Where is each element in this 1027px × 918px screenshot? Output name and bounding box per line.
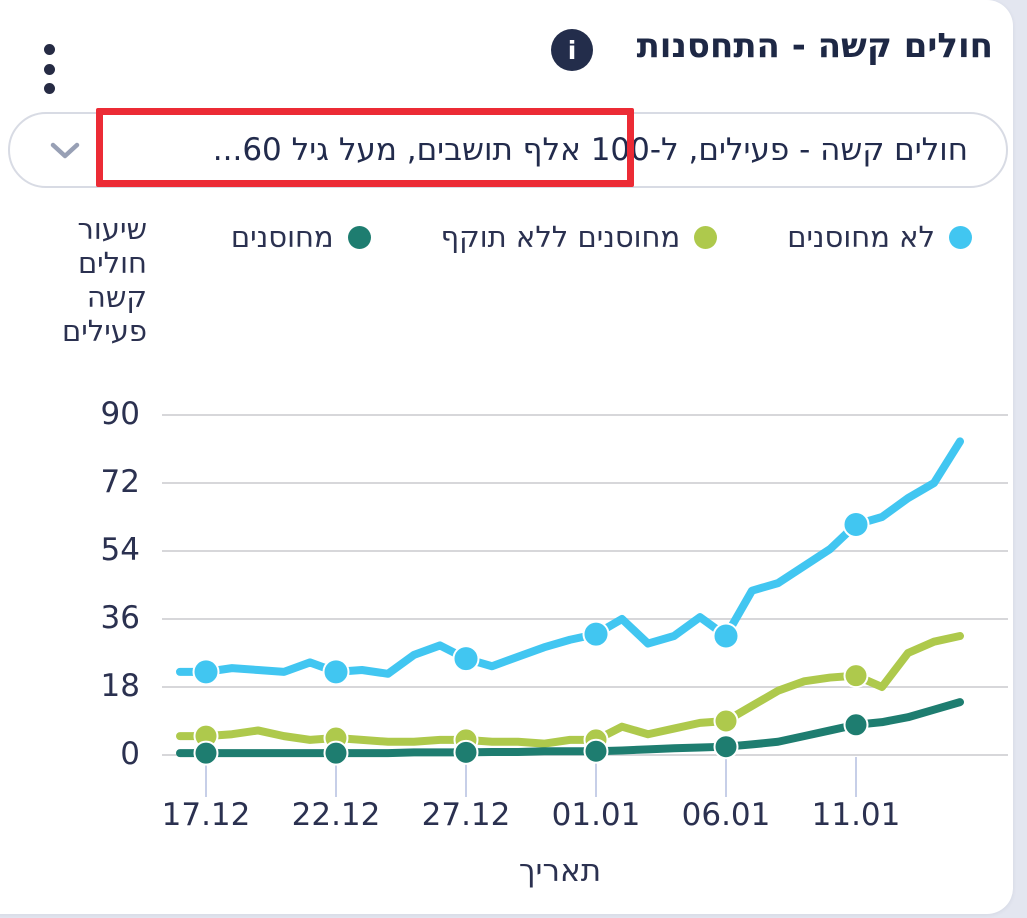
more-options-button[interactable] xyxy=(38,44,60,94)
y-tick-label: 54 xyxy=(100,532,140,568)
x-tick-label: 17.12 xyxy=(161,797,251,833)
x-tick-label: 01.01 xyxy=(551,797,641,833)
marker-vaccinated[interactable] xyxy=(193,740,219,766)
y-tick-label: 18 xyxy=(100,668,140,704)
metric-select-value: חולים קשה - פעילים, ל-100 אלף תושבים, מע… xyxy=(212,132,968,168)
marker-unvaccinated[interactable] xyxy=(842,511,870,539)
info-icon[interactable]: i xyxy=(551,29,593,71)
x-tick-label: 22.12 xyxy=(291,797,381,833)
legend-label: מחוסנים xyxy=(230,220,334,254)
marker-unvaccinated[interactable] xyxy=(712,622,740,650)
marker-vaccinated[interactable] xyxy=(713,734,739,760)
kebab-dot-icon xyxy=(43,44,55,55)
marker-unvaccinated[interactable] xyxy=(452,645,480,673)
marker-vaccinated-expired[interactable] xyxy=(843,663,869,689)
legend-dot-icon xyxy=(694,225,718,249)
marker-vaccinated[interactable] xyxy=(843,712,869,738)
x-tick-label: 06.01 xyxy=(681,797,771,833)
legend-dot-icon xyxy=(949,225,972,249)
x-tick-label: 11.01 xyxy=(811,797,901,833)
kebab-dot-icon xyxy=(43,83,55,94)
legend-item-vaccinated-expired[interactable]: מחוסנים ללא תוקף xyxy=(441,220,718,254)
marker-unvaccinated[interactable] xyxy=(582,620,610,648)
legend-item-vaccinated[interactable]: מחוסנים xyxy=(231,220,371,254)
annotation-red-rectangle xyxy=(96,108,634,187)
marker-vaccinated-expired[interactable] xyxy=(713,708,739,734)
marker-vaccinated[interactable] xyxy=(583,738,609,764)
x-axis-title: תאריך xyxy=(518,853,602,889)
page-title: חולים קשה - התחסנות xyxy=(636,26,993,66)
y-tick-label: 0 xyxy=(120,736,140,772)
legend-item-unvaccinated[interactable]: לא מחוסנים xyxy=(787,220,972,254)
metric-select-dropdown[interactable]: חולים קשה - פעילים, ל-100 אלף תושבים, מע… xyxy=(8,112,1008,188)
chart-legend: לא מחוסנים מחוסנים ללא תוקף מחוסנים xyxy=(231,220,972,254)
legend-dot-icon xyxy=(347,225,371,249)
chevron-down-icon xyxy=(50,142,80,159)
y-tick-label: 36 xyxy=(100,600,140,636)
marker-unvaccinated[interactable] xyxy=(322,658,350,686)
legend-label: לא מחוסנים xyxy=(787,220,935,254)
y-tick-label: 72 xyxy=(100,464,140,500)
marker-vaccinated[interactable] xyxy=(453,739,479,765)
y-axis-title: שיעור חולים קשה פעילים xyxy=(62,212,147,348)
y-tick-label: 90 xyxy=(100,396,140,432)
marker-unvaccinated[interactable] xyxy=(192,658,220,686)
x-tick-label: 27.12 xyxy=(421,797,511,833)
marker-vaccinated[interactable] xyxy=(323,740,349,766)
legend-label: מחוסנים ללא תוקף xyxy=(440,220,681,254)
kebab-dot-icon xyxy=(43,63,55,75)
